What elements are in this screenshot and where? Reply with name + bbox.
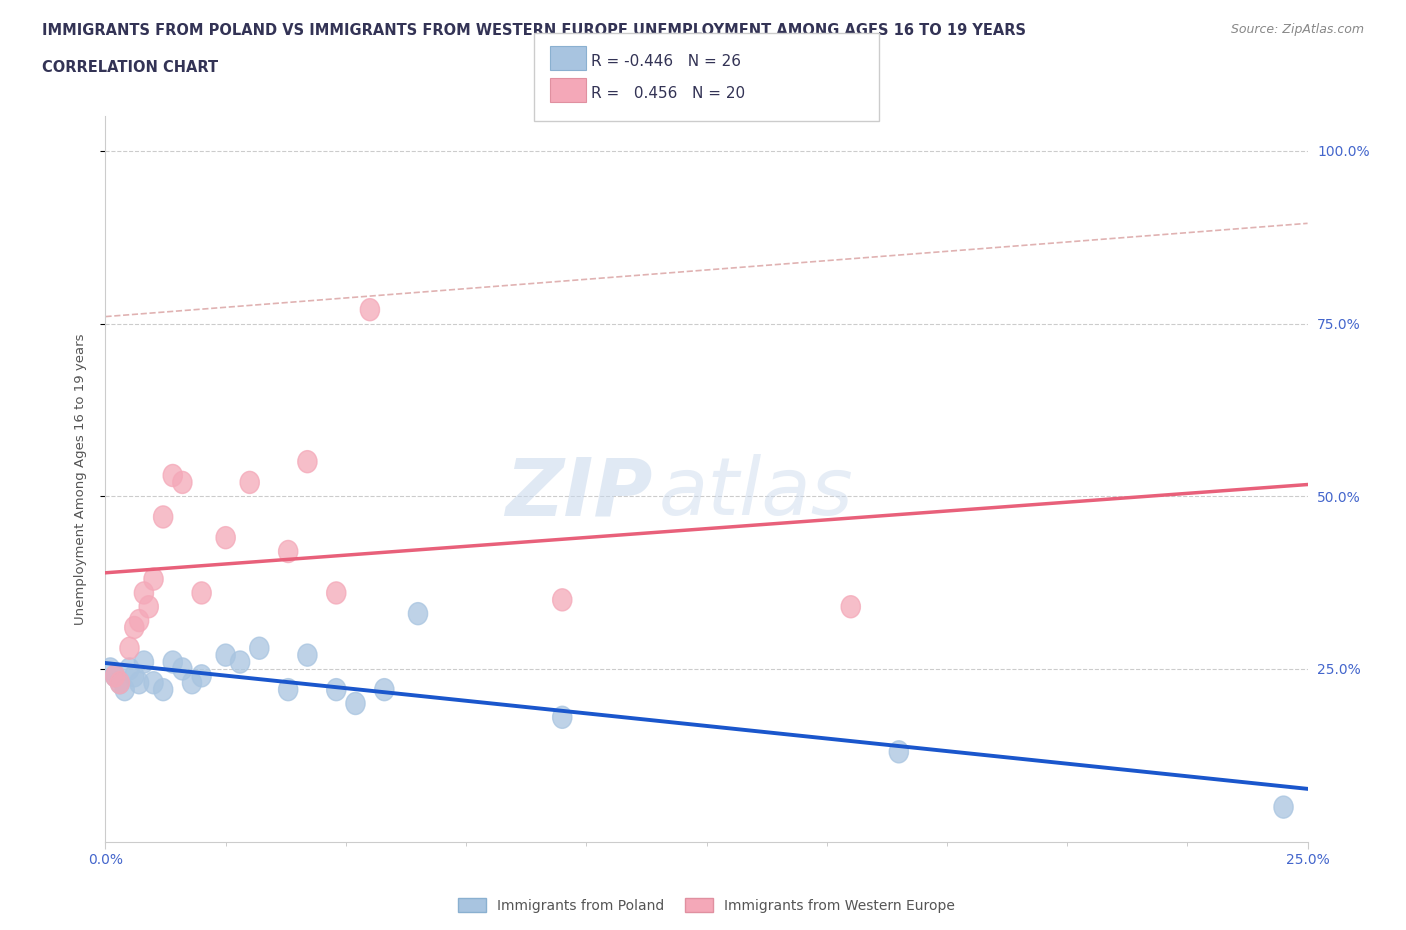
Ellipse shape <box>360 299 380 321</box>
Text: CORRELATION CHART: CORRELATION CHART <box>42 60 218 75</box>
Ellipse shape <box>278 540 298 563</box>
Ellipse shape <box>120 637 139 659</box>
Ellipse shape <box>1274 796 1294 818</box>
Ellipse shape <box>326 679 346 700</box>
Ellipse shape <box>173 472 193 494</box>
Text: Source: ZipAtlas.com: Source: ZipAtlas.com <box>1230 23 1364 36</box>
Text: ZIP: ZIP <box>505 455 652 533</box>
Ellipse shape <box>250 637 269 659</box>
Ellipse shape <box>193 665 211 687</box>
Y-axis label: Unemployment Among Ages 16 to 19 years: Unemployment Among Ages 16 to 19 years <box>75 333 87 625</box>
Ellipse shape <box>110 671 129 694</box>
Ellipse shape <box>135 582 153 604</box>
Ellipse shape <box>278 679 298 700</box>
Ellipse shape <box>153 506 173 528</box>
Text: IMMIGRANTS FROM POLAND VS IMMIGRANTS FROM WESTERN EUROPE UNEMPLOYMENT AMONG AGES: IMMIGRANTS FROM POLAND VS IMMIGRANTS FRO… <box>42 23 1026 38</box>
Ellipse shape <box>129 609 149 631</box>
Ellipse shape <box>217 644 235 666</box>
Ellipse shape <box>298 644 316 666</box>
Ellipse shape <box>143 671 163 694</box>
Ellipse shape <box>105 665 125 687</box>
Ellipse shape <box>408 603 427 625</box>
Ellipse shape <box>115 679 135 700</box>
Ellipse shape <box>193 582 211 604</box>
Ellipse shape <box>217 526 235 549</box>
Ellipse shape <box>173 658 193 680</box>
Ellipse shape <box>375 679 394 700</box>
Ellipse shape <box>139 596 159 618</box>
Ellipse shape <box>326 582 346 604</box>
Ellipse shape <box>110 671 129 694</box>
Ellipse shape <box>135 651 153 673</box>
Ellipse shape <box>125 617 143 639</box>
Ellipse shape <box>129 671 149 694</box>
Text: R = -0.446   N = 26: R = -0.446 N = 26 <box>591 54 741 69</box>
Ellipse shape <box>240 472 259 494</box>
Ellipse shape <box>101 658 120 680</box>
Ellipse shape <box>298 451 316 472</box>
Ellipse shape <box>163 464 183 486</box>
Text: atlas: atlas <box>658 455 853 533</box>
Ellipse shape <box>889 741 908 763</box>
Ellipse shape <box>346 693 366 714</box>
Ellipse shape <box>125 665 143 687</box>
Ellipse shape <box>120 658 139 680</box>
Ellipse shape <box>163 651 183 673</box>
Ellipse shape <box>153 679 173 700</box>
Ellipse shape <box>105 665 125 687</box>
Ellipse shape <box>553 589 572 611</box>
Ellipse shape <box>143 568 163 591</box>
Legend: Immigrants from Poland, Immigrants from Western Europe: Immigrants from Poland, Immigrants from … <box>453 892 960 918</box>
Text: R =   0.456   N = 20: R = 0.456 N = 20 <box>591 86 745 101</box>
Ellipse shape <box>553 706 572 728</box>
Ellipse shape <box>183 671 201 694</box>
Ellipse shape <box>841 596 860 618</box>
Ellipse shape <box>231 651 250 673</box>
